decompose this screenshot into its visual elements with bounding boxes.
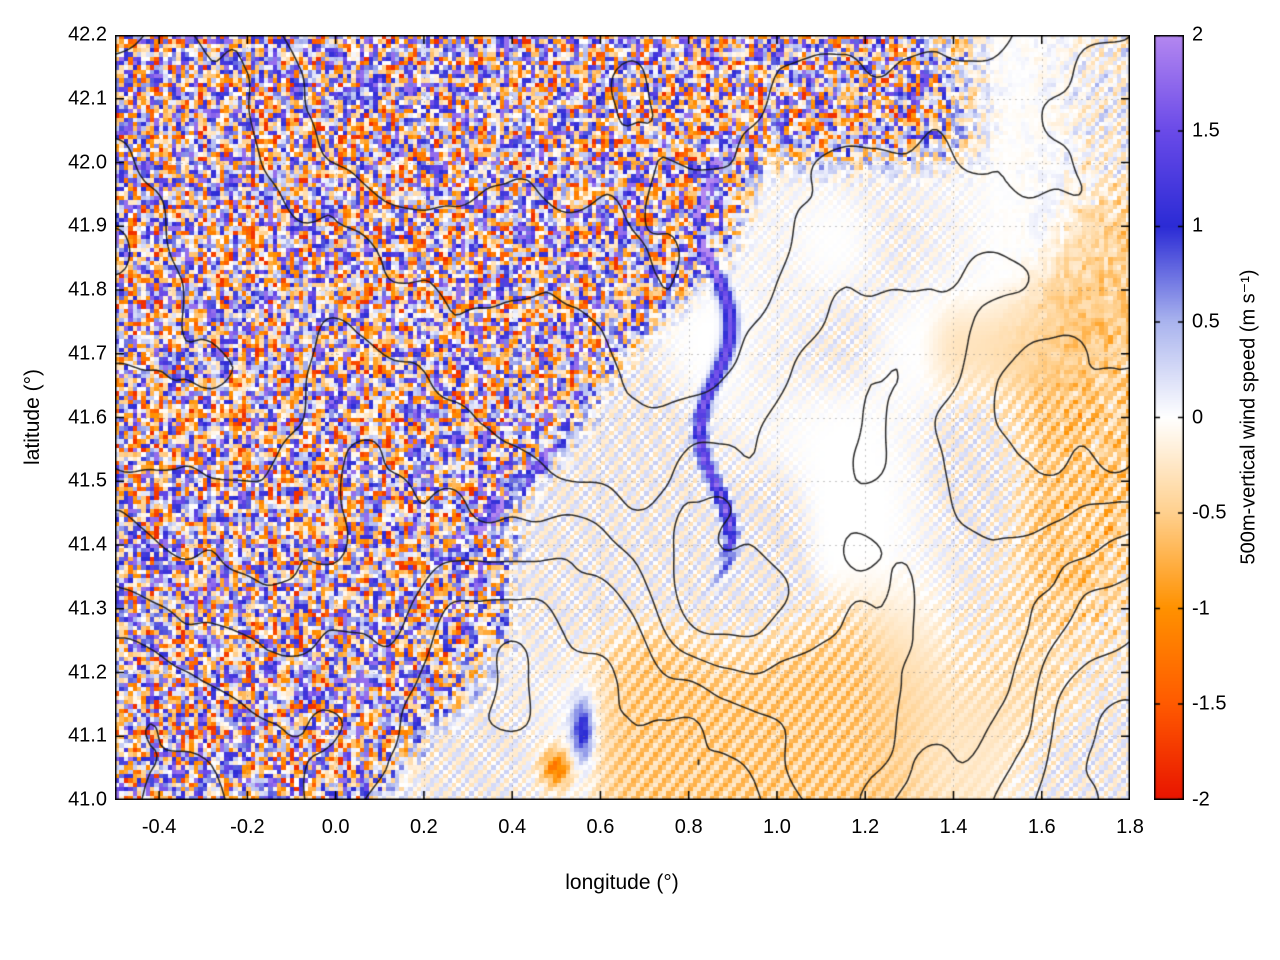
x-tick-label: -0.2 bbox=[230, 816, 265, 838]
y-tick-label: 41.1 bbox=[68, 724, 107, 747]
x-tick-label: 0.4 bbox=[498, 816, 527, 838]
y-tick-label: 42.2 bbox=[68, 23, 107, 46]
y-tick-label: 41.5 bbox=[68, 469, 107, 492]
colorbar-tick-label: 1 bbox=[1192, 214, 1204, 237]
y-tick-label: 41.0 bbox=[68, 788, 107, 811]
colorbar-tick-label: -1.5 bbox=[1192, 692, 1227, 715]
x-tick-label: 1.2 bbox=[851, 816, 880, 838]
x-tick-label: 0.2 bbox=[410, 816, 438, 838]
x-tick-label: 1.6 bbox=[1027, 816, 1056, 838]
y-axis-label: latitude (°) bbox=[21, 369, 44, 465]
y-tick-label: 41.9 bbox=[68, 214, 107, 237]
x-tick-label: 1.8 bbox=[1116, 816, 1144, 838]
x-tick-label: 1.0 bbox=[763, 816, 791, 838]
colorbar-tick-label: -2 bbox=[1192, 788, 1210, 811]
x-axis-label: longitude (°) bbox=[565, 871, 679, 894]
x-tick-label: 0.8 bbox=[674, 816, 703, 838]
y-tick-label: 42.1 bbox=[68, 87, 107, 110]
x-tick-label: 0.6 bbox=[586, 816, 615, 838]
y-tick-label: 42.0 bbox=[68, 151, 107, 173]
colorbar-tick-label: 0.5 bbox=[1192, 310, 1220, 333]
x-tick-label: -0.4 bbox=[141, 816, 177, 838]
x-tick-label: 1.4 bbox=[939, 816, 968, 838]
colorbar-tick-label: -1 bbox=[1192, 597, 1210, 620]
colorbar-tick-label: 2 bbox=[1192, 23, 1204, 46]
heatmap-plot bbox=[115, 35, 1130, 800]
colorbar-tick-label: 0 bbox=[1192, 406, 1204, 428]
y-tick-label: 41.7 bbox=[68, 342, 107, 365]
y-tick-label: 41.3 bbox=[68, 597, 107, 620]
colorbar-tick-label: 1.5 bbox=[1192, 119, 1220, 142]
y-tick-label: 41.8 bbox=[68, 278, 107, 301]
colorbar-tick-label: -0.5 bbox=[1192, 501, 1227, 524]
y-tick-label: 41.2 bbox=[68, 661, 107, 683]
colorbar-label: 500m-vertical wind speed (m s⁻¹) bbox=[1237, 269, 1260, 565]
y-tick-label: 41.4 bbox=[68, 533, 107, 556]
x-tick-label: 0.0 bbox=[321, 816, 350, 838]
y-tick-label: 41.6 bbox=[68, 406, 107, 428]
colorbar bbox=[1154, 35, 1184, 800]
